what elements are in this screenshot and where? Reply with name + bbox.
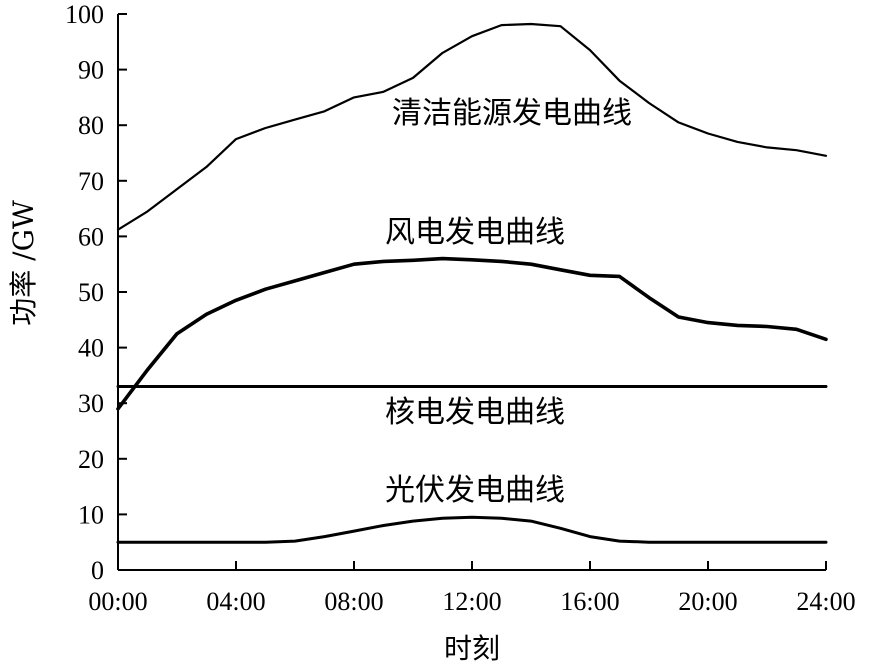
x-tick-label: 24:00 (796, 587, 855, 616)
x-axis-title: 时刻 (444, 632, 500, 665)
y-tick-label: 60 (78, 222, 104, 251)
y-tick-label: 40 (78, 334, 104, 363)
y-tick-label: 20 (78, 445, 104, 474)
x-tick-label: 20:00 (678, 587, 737, 616)
y-tick-label: 50 (78, 278, 104, 307)
y-ticks: 0 10 20 30 40 50 60 70 80 90 100 (65, 0, 127, 585)
x-tick-label: 04:00 (206, 587, 265, 616)
series-line-wind (116, 256, 828, 411)
x-tick-label: 12:00 (442, 587, 501, 616)
y-tick-label: 100 (65, 0, 104, 29)
x-tick-label: 16:00 (560, 587, 619, 616)
x-tick-label: 00:00 (88, 587, 147, 616)
series-line-solar (116, 515, 828, 544)
series-label-wind: 风电发电曲线 (385, 215, 565, 250)
y-tick-label: 0 (91, 556, 104, 585)
x-ticks: 00:00 04:00 08:00 12:00 16:00 20:00 24:00 (88, 561, 856, 616)
series-label-clean-energy: 清洁能源发电曲线 (392, 96, 632, 131)
y-tick-label: 90 (78, 56, 104, 85)
y-tick-label: 10 (78, 500, 104, 529)
x-tick-label: 08:00 (324, 587, 383, 616)
series-line-clean-energy (116, 22, 828, 231)
series-lines (116, 22, 828, 544)
y-tick-label: 80 (78, 111, 104, 140)
y-axis-title: 功率 /GW (7, 200, 40, 326)
y-tick-label: 30 (78, 389, 104, 418)
series-label-solar: 光伏发电曲线 (385, 473, 565, 508)
y-tick-label: 70 (78, 167, 104, 196)
series-label-nuclear: 核电发电曲线 (385, 395, 565, 430)
